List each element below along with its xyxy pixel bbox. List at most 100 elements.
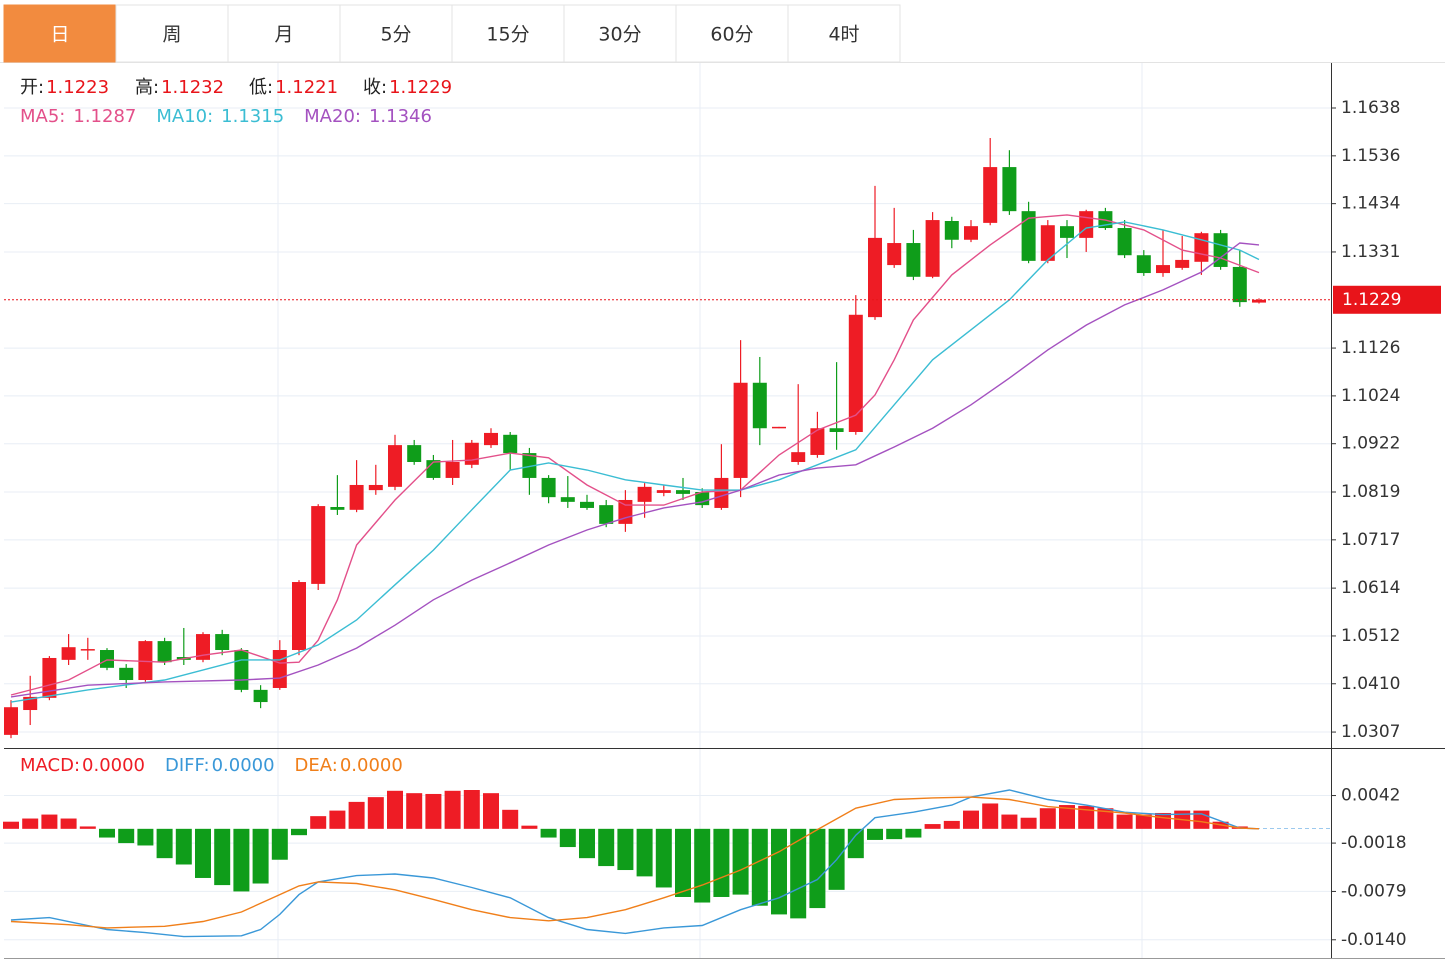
macd-legend-value: 0.0000 (340, 755, 403, 776)
ohlc-value: 1.1221 (275, 77, 338, 98)
tab[interactable] (787, 4, 901, 63)
candle-body (157, 641, 172, 663)
tab-label[interactable]: 15分 (486, 24, 529, 46)
macd-line (10, 796, 1260, 929)
ohlc-value: 1.1232 (161, 77, 224, 98)
macd-bar (867, 828, 883, 840)
macd-legend-value: 0.0000 (212, 755, 275, 776)
tab[interactable] (451, 4, 565, 63)
macd-bar (1135, 814, 1152, 829)
macd-bar (79, 826, 96, 829)
tab-label[interactable]: 周 (162, 24, 181, 46)
macd-bar (1097, 808, 1114, 829)
tab-label[interactable]: 30分 (598, 24, 641, 46)
candle-body (983, 167, 998, 223)
tab[interactable] (339, 4, 453, 63)
candle-body (1040, 225, 1055, 261)
candle-body (848, 314, 863, 432)
macd-bar (1020, 817, 1037, 829)
tab[interactable] (675, 4, 789, 63)
macd-bar (214, 828, 231, 886)
candle-body (100, 650, 114, 668)
candle-body (464, 442, 479, 465)
candle-body (906, 243, 921, 277)
macd-bar (41, 814, 58, 829)
candle-body (1175, 259, 1190, 268)
ma-legend-value: 1.1287 (73, 106, 136, 127)
current-price-box (1333, 285, 1441, 314)
candle-body (1136, 255, 1151, 274)
macd-legend-name: DIFF: (165, 755, 210, 776)
candle-body (234, 650, 249, 690)
macd-bar (1039, 808, 1056, 829)
candle-body (637, 486, 652, 502)
macd-bar (598, 828, 615, 867)
macd-bar (943, 820, 960, 829)
candle-body (1117, 228, 1132, 256)
y-tick-label: 1.0819 (1341, 482, 1400, 502)
macd-bar (156, 828, 173, 859)
candle-body (676, 490, 690, 494)
candle-body (1213, 233, 1228, 267)
macd-bar (175, 828, 192, 865)
candle-body (1079, 211, 1094, 238)
tab-label[interactable]: 4时 (828, 24, 859, 46)
macd-bar (291, 828, 307, 836)
candle-body (522, 453, 537, 478)
macd-bar (425, 793, 442, 829)
macd-bar (521, 825, 538, 829)
macd-bar (771, 828, 787, 915)
macd-bar (1116, 814, 1133, 829)
macd-bar (22, 818, 39, 829)
macd-legend-value: 0.0000 (82, 755, 145, 776)
tab-label[interactable]: 月 (274, 24, 293, 46)
tab[interactable] (563, 4, 677, 63)
y-tick-label: 1.1638 (1341, 98, 1400, 118)
candle-body (61, 647, 76, 660)
y-tick-label: 1.1434 (1341, 194, 1400, 214)
ma-line (10, 221, 1260, 703)
candle-body (311, 506, 326, 584)
ma-legend-name: MA10: (156, 106, 213, 127)
tab-label[interactable]: 日 (50, 24, 69, 46)
ma-line (10, 242, 1260, 698)
tab[interactable] (227, 4, 341, 63)
macd-bar (348, 801, 365, 829)
macd-bar (406, 793, 423, 829)
y-tick-label: 1.0410 (1341, 674, 1400, 694)
macd-bar (99, 828, 115, 838)
candle-body (560, 497, 575, 502)
macd-bar (675, 828, 691, 897)
candle-body (580, 501, 594, 508)
macd-bar (118, 828, 135, 844)
macd-bar (502, 809, 519, 829)
macd-bar (694, 828, 711, 903)
candle-body (1060, 226, 1074, 238)
tab-label[interactable]: 5分 (380, 24, 411, 46)
macd-bar (636, 828, 653, 877)
candle-body (791, 452, 806, 462)
macd-bar (387, 790, 403, 829)
candle-body (618, 499, 633, 524)
candle-body (349, 484, 364, 510)
ma-legend-name: MA20: (304, 106, 361, 127)
candle-body (1002, 167, 1017, 212)
tab-label[interactable]: 60分 (710, 24, 753, 46)
candle-body (599, 505, 614, 524)
macd-bar (233, 828, 250, 892)
candle-body (484, 432, 498, 446)
macd-bar (60, 818, 77, 829)
ohlc-label: 收: (363, 77, 387, 98)
candle-body (119, 667, 134, 681)
candle-body (253, 689, 268, 703)
candle-body (330, 507, 345, 510)
macd-bar (579, 828, 595, 859)
macd-bar (886, 828, 903, 840)
candle-body (944, 221, 959, 240)
candle-body (810, 428, 825, 455)
candle-body (541, 477, 556, 498)
macd-bar (1001, 814, 1018, 829)
candle-body (196, 634, 210, 660)
